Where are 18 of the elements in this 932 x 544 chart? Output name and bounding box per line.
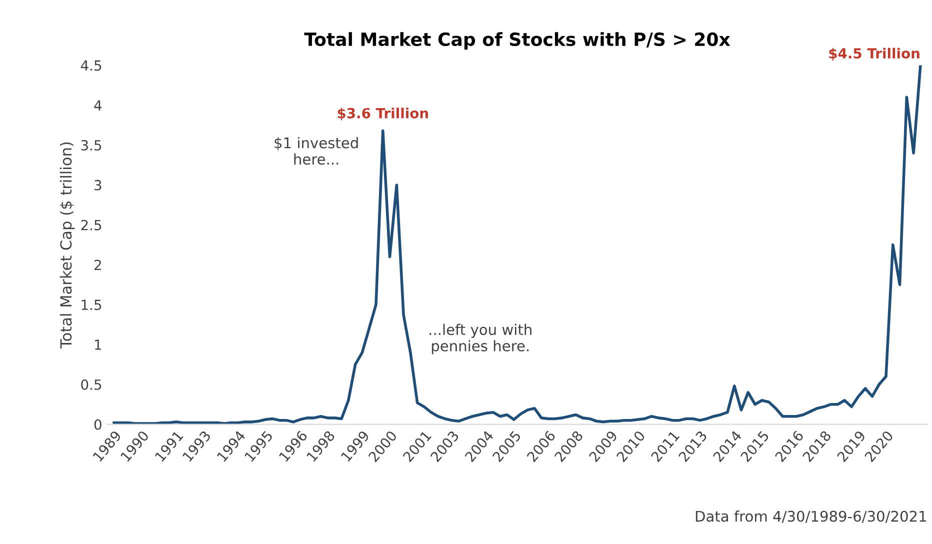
y-tick-label: 2.5 bbox=[81, 220, 102, 230]
y-axis-title: Total Market Cap ($ trillion) bbox=[60, 142, 75, 348]
text: $4.5 Trillion bbox=[829, 48, 920, 60]
y-tick-label: 0 bbox=[94, 419, 102, 430]
annotation: $3.6 Trillion bbox=[338, 108, 428, 120]
text: Data from 4/30/1989-6/30/2021 bbox=[696, 510, 926, 523]
y-tick-label: 4.5 bbox=[80, 60, 102, 71]
annotation: ...left you with pennies here. bbox=[430, 324, 532, 354]
y-tick-label: 3 bbox=[94, 180, 102, 190]
y-tick-label: 0.5 bbox=[81, 379, 102, 390]
y-tick-label: 4 bbox=[94, 100, 102, 110]
annotation: $1 invested here... bbox=[274, 137, 358, 165]
y-tick-label: 1.5 bbox=[82, 300, 102, 310]
y-tick-label: 1 bbox=[95, 340, 102, 350]
chart-title: Total Market Cap of Stocks with P/S > 20x bbox=[304, 32, 730, 50]
y-tick-label: 3.5 bbox=[81, 140, 102, 151]
y-tick-label: 2 bbox=[94, 260, 101, 270]
line-series bbox=[112, 65, 922, 424]
